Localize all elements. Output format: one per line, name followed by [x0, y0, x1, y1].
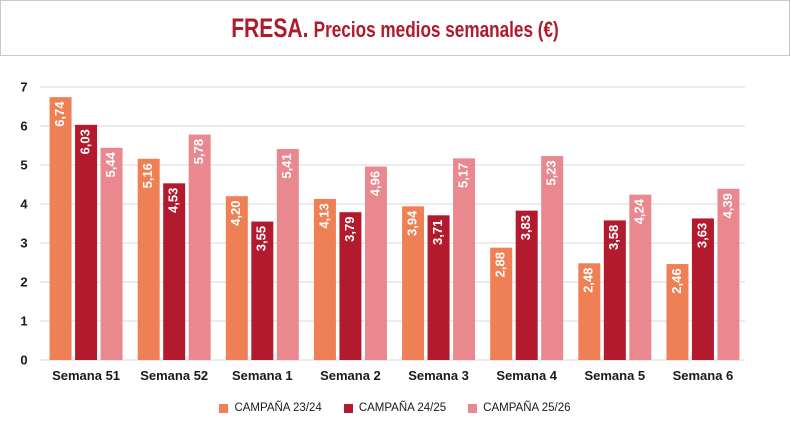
chart-title-rest: Precios medios semanales (€): [313, 16, 559, 42]
x-tick-label: Semana 51: [52, 368, 120, 383]
data-label: 6,74: [52, 101, 67, 127]
bar: [188, 134, 211, 360]
chart-title-lead: FRESA.: [231, 12, 309, 43]
data-label: 5,41: [279, 153, 294, 178]
bar: [629, 194, 652, 360]
bar: [453, 158, 476, 360]
data-label: 3,83: [518, 215, 533, 240]
y-tick-label: 5: [20, 158, 27, 173]
bar: [100, 147, 123, 360]
legend-item-campana-23-24: CAMPAÑA 23/24: [219, 402, 322, 414]
data-label: 3,63: [694, 223, 709, 248]
y-tick-label: 3: [20, 236, 27, 251]
bar: [225, 196, 248, 360]
data-label: 4,20: [228, 201, 243, 226]
data-label: 5,23: [544, 160, 559, 185]
chart-header: FRESA. Precios medios semanales (€): [0, 0, 790, 56]
x-tick-label: Semana 6: [673, 368, 734, 383]
bar: [75, 124, 98, 360]
data-label: 4,53: [166, 188, 181, 213]
bar: [666, 264, 689, 360]
bar: [49, 97, 72, 360]
legend-item-campana-25-26: CAMPAÑA 25/26: [468, 402, 571, 414]
bar: [427, 215, 450, 360]
legend-label-25-26: CAMPAÑA 25/26: [483, 402, 571, 414]
data-label: 3,71: [430, 220, 445, 245]
x-tick-label: Semana 2: [320, 368, 381, 383]
bar: [251, 221, 274, 360]
bar: [402, 206, 425, 360]
data-label: 5,44: [103, 151, 118, 177]
x-tick-label: Semana 3: [408, 368, 469, 383]
x-tick-label: Semana 52: [140, 368, 208, 383]
legend-label-23-24: CAMPAÑA 23/24: [234, 402, 322, 414]
bar: [541, 156, 564, 360]
data-label: 3,94: [405, 210, 420, 236]
bar: [339, 212, 362, 360]
legend-swatch-25-26: [468, 403, 478, 413]
data-label: 2,88: [493, 252, 508, 277]
bar: [578, 263, 601, 360]
data-label: 4,13: [316, 203, 331, 228]
x-tick-label: Semana 1: [232, 368, 293, 383]
bar: [313, 198, 336, 360]
data-label: 4,24: [632, 198, 647, 224]
data-label: 5,78: [191, 139, 206, 164]
bar: [603, 220, 626, 360]
data-label: 3,79: [342, 217, 357, 242]
y-tick-label: 0: [20, 353, 27, 368]
data-label: 5,16: [140, 163, 155, 188]
legend-item-campana-24-25: CAMPAÑA 24/25: [343, 402, 447, 414]
bar: [364, 166, 387, 360]
y-tick-label: 7: [20, 80, 27, 95]
x-tick-label: Semana 4: [496, 368, 557, 383]
bar: [276, 149, 299, 360]
data-label: 2,48: [581, 268, 596, 293]
data-label: 4,96: [367, 171, 382, 196]
data-label: 3,58: [606, 225, 621, 250]
bar: [490, 247, 513, 360]
bar: [515, 210, 538, 360]
bar: [163, 183, 186, 360]
data-label: 4,39: [720, 193, 735, 218]
data-label: 2,46: [669, 268, 684, 293]
y-tick-label: 6: [20, 119, 27, 134]
chart-legend: CAMPAÑA 23/24 CAMPAÑA 24/25 CAMPAÑA 25/2…: [0, 402, 790, 414]
bar-chart: 0 1 2 3 4 5 6 7 6,74 6,03 5,44 Semana 51 5,16 4,53 5,7…: [20, 80, 745, 383]
bar: [137, 158, 160, 360]
y-tick-label: 4: [20, 197, 28, 212]
bar: [717, 188, 740, 360]
legend-swatch-23-24: [219, 403, 229, 413]
legend-swatch-24-25: [343, 403, 353, 413]
legend-label-24-25: CAMPAÑA 24/25: [358, 402, 447, 414]
x-tick-label: Semana 5: [584, 368, 645, 383]
bar: [691, 218, 714, 360]
chart-title: FRESA. Precios medios semanales (€): [231, 13, 559, 44]
y-tick-label: 1: [20, 314, 27, 329]
data-label: 3,55: [254, 226, 269, 251]
data-label: 6,03: [78, 129, 93, 154]
y-tick-label: 2: [20, 275, 27, 290]
data-label: 5,17: [456, 163, 471, 188]
